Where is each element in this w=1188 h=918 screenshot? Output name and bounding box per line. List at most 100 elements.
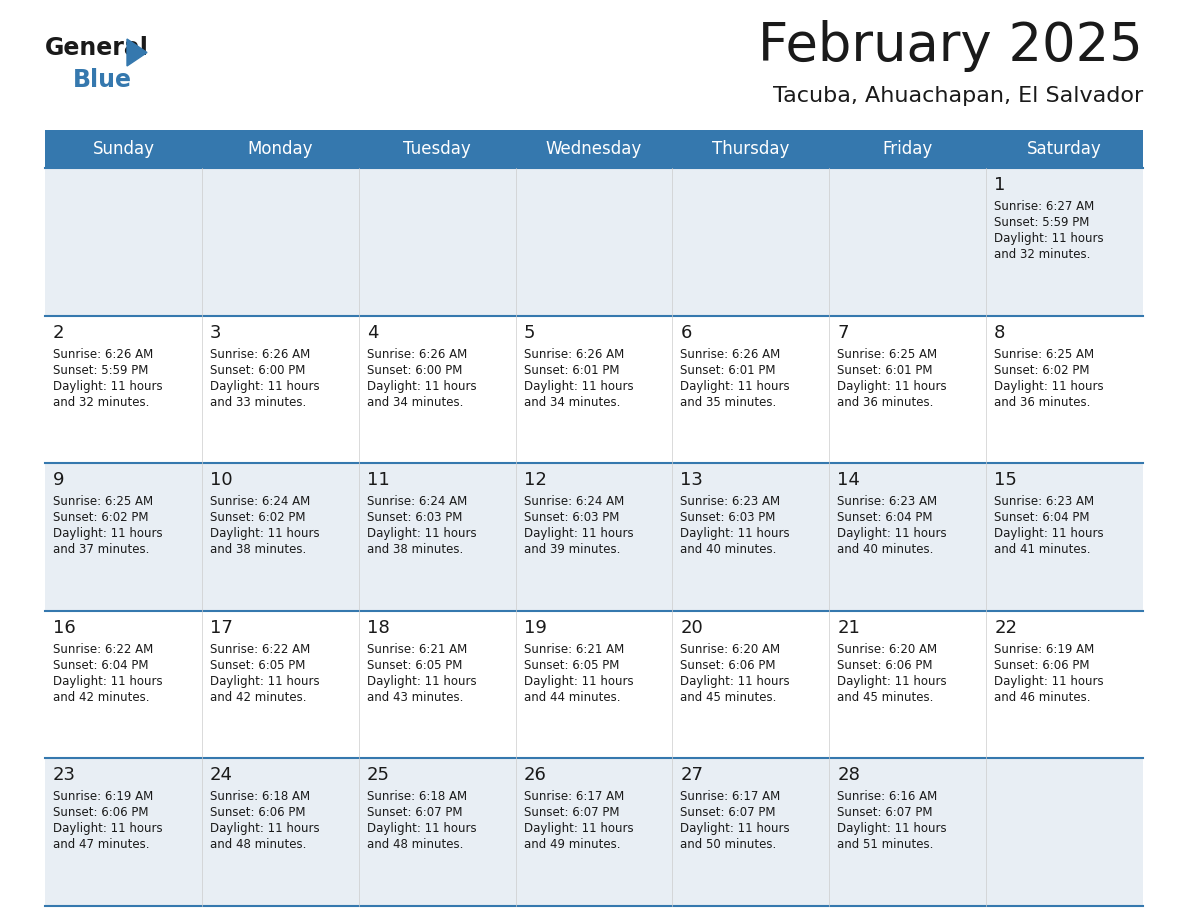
Text: 16: 16 [53, 619, 76, 637]
Text: 26: 26 [524, 767, 546, 784]
Text: 7: 7 [838, 324, 848, 341]
Text: and 41 minutes.: and 41 minutes. [994, 543, 1091, 556]
Text: Daylight: 11 hours: Daylight: 11 hours [53, 675, 163, 688]
Text: 21: 21 [838, 619, 860, 637]
Text: Sunset: 6:06 PM: Sunset: 6:06 PM [838, 659, 933, 672]
Text: Sunset: 6:05 PM: Sunset: 6:05 PM [367, 659, 462, 672]
Text: and 40 minutes.: and 40 minutes. [681, 543, 777, 556]
Text: Daylight: 11 hours: Daylight: 11 hours [681, 823, 790, 835]
Text: Daylight: 11 hours: Daylight: 11 hours [53, 380, 163, 393]
Text: and 45 minutes.: and 45 minutes. [681, 691, 777, 704]
Text: Sunrise: 6:21 AM: Sunrise: 6:21 AM [367, 643, 467, 655]
Text: Sunrise: 6:17 AM: Sunrise: 6:17 AM [524, 790, 624, 803]
Text: Daylight: 11 hours: Daylight: 11 hours [524, 380, 633, 393]
Text: Daylight: 11 hours: Daylight: 11 hours [994, 675, 1104, 688]
Text: 25: 25 [367, 767, 390, 784]
Bar [45, 610, 1143, 758]
Text: Daylight: 11 hours: Daylight: 11 hours [681, 380, 790, 393]
Text: Sunset: 6:02 PM: Sunset: 6:02 PM [53, 511, 148, 524]
Text: 4: 4 [367, 324, 378, 341]
Text: 17: 17 [210, 619, 233, 637]
Text: Sunset: 6:00 PM: Sunset: 6:00 PM [367, 364, 462, 376]
Text: Sunrise: 6:26 AM: Sunrise: 6:26 AM [210, 348, 310, 361]
Text: Daylight: 11 hours: Daylight: 11 hours [210, 527, 320, 540]
Text: Sunrise: 6:20 AM: Sunrise: 6:20 AM [681, 643, 781, 655]
Text: Sunset: 6:04 PM: Sunset: 6:04 PM [994, 511, 1089, 524]
Text: Sunrise: 6:26 AM: Sunrise: 6:26 AM [53, 348, 153, 361]
Text: 23: 23 [53, 767, 76, 784]
Text: Sunrise: 6:25 AM: Sunrise: 6:25 AM [838, 348, 937, 361]
Text: Daylight: 11 hours: Daylight: 11 hours [367, 380, 476, 393]
Text: and 49 minutes.: and 49 minutes. [524, 838, 620, 851]
Text: Sunrise: 6:18 AM: Sunrise: 6:18 AM [210, 790, 310, 803]
Text: February 2025: February 2025 [758, 20, 1143, 72]
Text: Daylight: 11 hours: Daylight: 11 hours [838, 527, 947, 540]
Text: and 44 minutes.: and 44 minutes. [524, 691, 620, 704]
Text: Daylight: 11 hours: Daylight: 11 hours [994, 380, 1104, 393]
Text: and 51 minutes.: and 51 minutes. [838, 838, 934, 851]
Text: 13: 13 [681, 471, 703, 489]
Text: 3: 3 [210, 324, 221, 341]
Text: 27: 27 [681, 767, 703, 784]
Text: Daylight: 11 hours: Daylight: 11 hours [53, 823, 163, 835]
Text: Daylight: 11 hours: Daylight: 11 hours [367, 675, 476, 688]
Text: Sunrise: 6:24 AM: Sunrise: 6:24 AM [210, 495, 310, 509]
Text: Sunset: 6:01 PM: Sunset: 6:01 PM [838, 364, 933, 376]
Text: Daylight: 11 hours: Daylight: 11 hours [367, 527, 476, 540]
Text: and 48 minutes.: and 48 minutes. [210, 838, 307, 851]
Text: Sunrise: 6:22 AM: Sunrise: 6:22 AM [210, 643, 310, 655]
Text: 18: 18 [367, 619, 390, 637]
Text: 22: 22 [994, 619, 1017, 637]
Text: 12: 12 [524, 471, 546, 489]
Text: 20: 20 [681, 619, 703, 637]
Text: and 34 minutes.: and 34 minutes. [367, 396, 463, 409]
Bar [45, 316, 1143, 464]
Text: 15: 15 [994, 471, 1017, 489]
Text: and 38 minutes.: and 38 minutes. [367, 543, 463, 556]
Text: Sunset: 6:06 PM: Sunset: 6:06 PM [994, 659, 1089, 672]
Text: Sunset: 6:00 PM: Sunset: 6:00 PM [210, 364, 305, 376]
Text: Sunset: 6:07 PM: Sunset: 6:07 PM [838, 806, 933, 820]
Text: 2: 2 [53, 324, 64, 341]
Text: Sunset: 6:05 PM: Sunset: 6:05 PM [524, 659, 619, 672]
Text: and 48 minutes.: and 48 minutes. [367, 838, 463, 851]
Text: Sunset: 6:03 PM: Sunset: 6:03 PM [524, 511, 619, 524]
Text: Tuesday: Tuesday [403, 140, 470, 158]
Text: and 40 minutes.: and 40 minutes. [838, 543, 934, 556]
Text: 6: 6 [681, 324, 691, 341]
Text: Sunrise: 6:24 AM: Sunrise: 6:24 AM [367, 495, 467, 509]
Text: Sunrise: 6:26 AM: Sunrise: 6:26 AM [367, 348, 467, 361]
Text: Sunrise: 6:20 AM: Sunrise: 6:20 AM [838, 643, 937, 655]
Text: Sunrise: 6:22 AM: Sunrise: 6:22 AM [53, 643, 153, 655]
Text: and 42 minutes.: and 42 minutes. [53, 691, 150, 704]
Text: and 36 minutes.: and 36 minutes. [838, 396, 934, 409]
Text: 1: 1 [994, 176, 1005, 194]
Text: Sunset: 6:07 PM: Sunset: 6:07 PM [681, 806, 776, 820]
Text: 11: 11 [367, 471, 390, 489]
Text: 14: 14 [838, 471, 860, 489]
Bar [45, 464, 1143, 610]
Text: Daylight: 11 hours: Daylight: 11 hours [681, 675, 790, 688]
Text: Wednesday: Wednesday [545, 140, 643, 158]
Text: and 46 minutes.: and 46 minutes. [994, 691, 1091, 704]
Text: Sunset: 6:01 PM: Sunset: 6:01 PM [524, 364, 619, 376]
Bar [45, 168, 1143, 316]
Text: Sunrise: 6:24 AM: Sunrise: 6:24 AM [524, 495, 624, 509]
Text: Sunrise: 6:25 AM: Sunrise: 6:25 AM [994, 348, 1094, 361]
Text: Sunset: 6:03 PM: Sunset: 6:03 PM [681, 511, 776, 524]
Text: Sunrise: 6:17 AM: Sunrise: 6:17 AM [681, 790, 781, 803]
Bar [45, 758, 1143, 906]
Text: Daylight: 11 hours: Daylight: 11 hours [210, 380, 320, 393]
Text: Sunrise: 6:26 AM: Sunrise: 6:26 AM [681, 348, 781, 361]
Text: Sunset: 6:03 PM: Sunset: 6:03 PM [367, 511, 462, 524]
Text: Sunset: 6:02 PM: Sunset: 6:02 PM [994, 364, 1089, 376]
Text: and 50 minutes.: and 50 minutes. [681, 838, 777, 851]
Text: Thursday: Thursday [712, 140, 790, 158]
Text: 24: 24 [210, 767, 233, 784]
Text: Daylight: 11 hours: Daylight: 11 hours [367, 823, 476, 835]
Text: and 39 minutes.: and 39 minutes. [524, 543, 620, 556]
Text: and 32 minutes.: and 32 minutes. [53, 396, 150, 409]
Text: and 36 minutes.: and 36 minutes. [994, 396, 1091, 409]
Text: Sunset: 5:59 PM: Sunset: 5:59 PM [994, 216, 1089, 229]
Text: Sunrise: 6:25 AM: Sunrise: 6:25 AM [53, 495, 153, 509]
